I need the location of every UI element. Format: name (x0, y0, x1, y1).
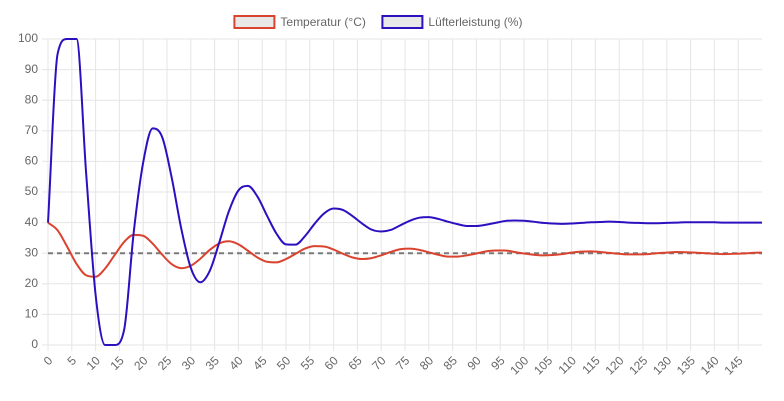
x-tick-label: 35 (203, 353, 223, 373)
legend-swatch (381, 15, 424, 29)
x-tick-label: 140 (698, 353, 722, 377)
x-tick-label: 135 (674, 353, 698, 377)
x-tick-label: 130 (650, 353, 674, 377)
x-tick-label: 55 (298, 353, 318, 373)
x-tick-label: 5 (65, 353, 80, 368)
y-tick-label: 10 (25, 307, 39, 321)
x-tick-label: 120 (603, 353, 627, 377)
y-tick-label: 20 (25, 276, 39, 290)
x-tick-label: 70 (369, 353, 389, 373)
x-tick-label: 10 (84, 353, 104, 373)
x-tick-label: 20 (131, 353, 151, 373)
x-tick-label: 0 (41, 353, 56, 368)
x-tick-label: 45 (250, 353, 270, 373)
x-tick-label: 75 (393, 353, 413, 373)
x-tick-label: 125 (626, 353, 650, 377)
y-tick-label: 90 (25, 62, 39, 76)
y-tick-label: 100 (18, 31, 38, 45)
x-tick-label: 110 (556, 353, 580, 377)
legend-label: Lüfterleistung (%) (428, 15, 522, 29)
x-tick-label: 80 (417, 353, 437, 373)
y-tick-label: 0 (31, 337, 38, 351)
x-tick-label: 85 (441, 353, 461, 373)
y-tick-label: 80 (25, 92, 39, 106)
series-line (47, 221, 763, 278)
x-tick-label: 40 (226, 353, 246, 373)
y-tick-label: 40 (25, 215, 39, 229)
y-tick-label: 50 (25, 184, 39, 198)
x-tick-label: 60 (322, 353, 342, 373)
x-tick-label: 100 (507, 353, 531, 377)
legend-swatch (233, 15, 276, 29)
y-tick-label: 60 (25, 154, 39, 168)
x-tick-label: 25 (155, 353, 175, 373)
x-tick-label: 115 (579, 353, 603, 377)
legend: Temperatur (°C) Lüfterleistung (%) (233, 15, 522, 29)
series-line (47, 37, 762, 346)
x-tick-label: 90 (464, 353, 484, 373)
y-tick-label: 70 (25, 123, 39, 137)
x-tick-label: 105 (531, 353, 555, 377)
x-tick-label: 95 (488, 353, 508, 373)
y-tick-label: 30 (25, 245, 39, 259)
x-tick-label: 145 (722, 353, 746, 377)
x-tick-label: 15 (107, 353, 127, 373)
x-tick-label: 65 (345, 353, 365, 373)
x-tick-label: 50 (274, 353, 294, 373)
legend-label: Temperatur (°C) (280, 15, 365, 29)
x-tick-label: 30 (179, 353, 199, 373)
